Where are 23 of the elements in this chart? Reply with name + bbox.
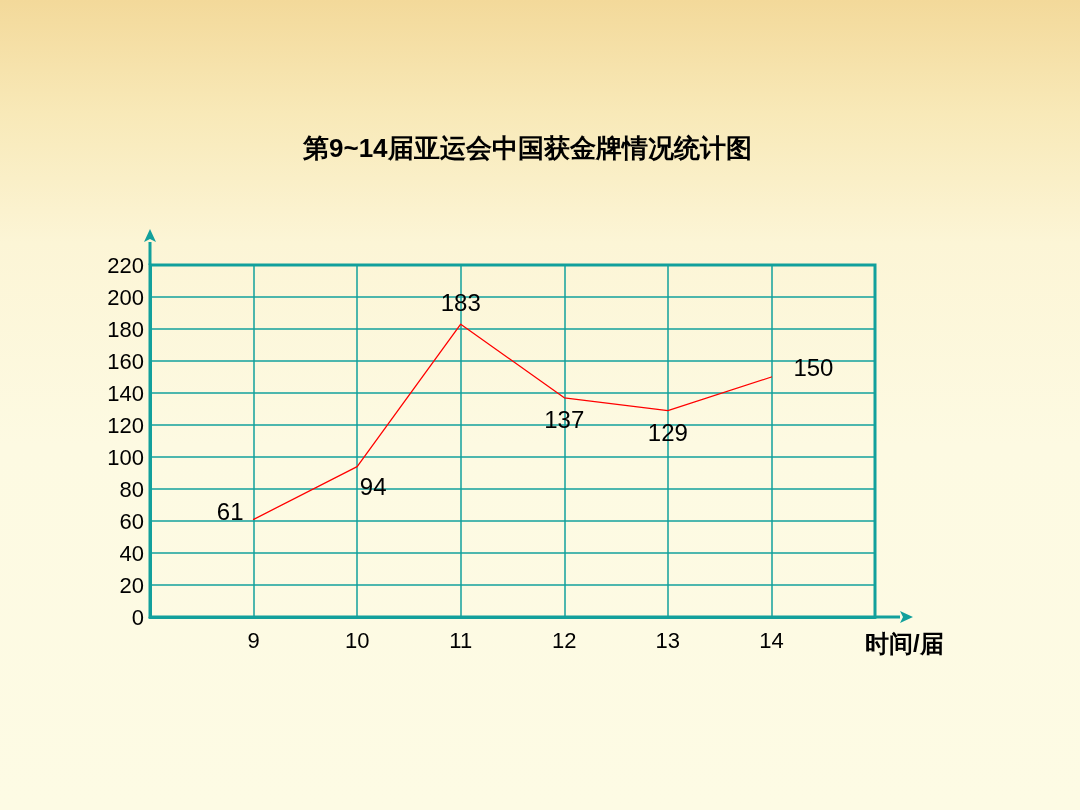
y-tick-label: 100 [107, 444, 144, 470]
x-tick-label: 9 [247, 627, 260, 653]
y-tick-label: 20 [119, 572, 144, 598]
y-tick-label: 120 [107, 412, 144, 438]
y-tick-label: 200 [107, 284, 144, 310]
y-tick-label: 60 [119, 508, 144, 534]
line-series [252, 323, 773, 521]
data-label: 150 [793, 353, 834, 381]
x-axis-title: 时间/届 [865, 629, 944, 657]
x-tick-label: 12 [552, 627, 577, 653]
y-tick-label: 160 [107, 348, 144, 374]
y-tick-label: 0 [131, 604, 144, 630]
x-tick-label: 13 [655, 627, 681, 653]
y-tick-label: 180 [107, 316, 144, 342]
y-tick-label: 140 [107, 380, 144, 406]
y-tick-label: 40 [119, 540, 144, 566]
x-tick-label: 14 [759, 627, 784, 653]
x-tick-label: 11 [449, 627, 473, 653]
x-tick-label: 10 [344, 627, 370, 653]
y-tick-label: 80 [119, 476, 144, 502]
chart-title: 第9~14届亚运会中国获金牌情况统计图 [302, 133, 752, 163]
y-tick-label: 220 [107, 252, 144, 278]
data-label: 61 [216, 497, 244, 525]
